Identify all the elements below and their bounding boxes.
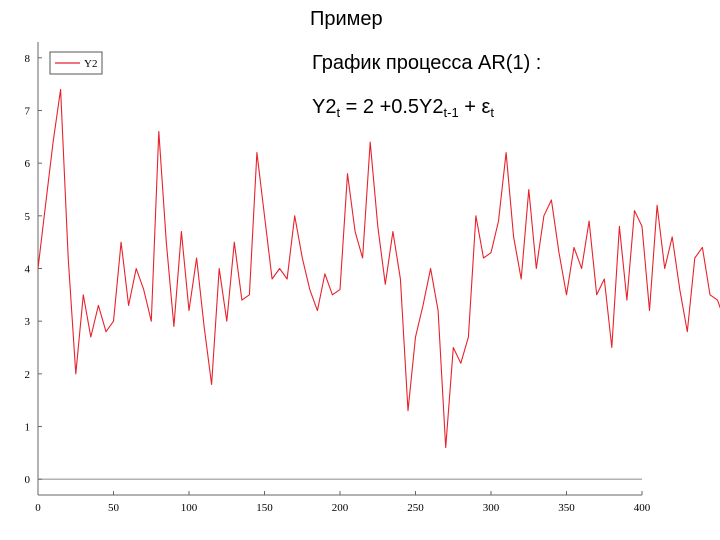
legend-label: Y2 <box>84 58 97 70</box>
y-tick-label: 7 <box>25 105 31 117</box>
x-tick-label: 0 <box>35 502 41 514</box>
y-tick-label: 3 <box>25 316 31 328</box>
x-tick-label: 350 <box>558 502 575 514</box>
formula-sub-3: t <box>490 105 495 120</box>
x-tick-label: 300 <box>483 502 500 514</box>
x-tick-label: 150 <box>256 502 273 514</box>
y-tick-label: 1 <box>25 422 31 434</box>
y-tick-label: 6 <box>25 158 31 170</box>
y-tick-label: 4 <box>25 264 31 276</box>
x-tick-label: 100 <box>181 502 198 514</box>
formula-part-2: = 2 +0.5Y2 <box>340 96 444 118</box>
x-tick-label: 400 <box>634 502 651 514</box>
x-tick-label: 250 <box>407 502 424 514</box>
formula-sub-2: t-1 <box>443 105 459 120</box>
formula-part-3: + ε <box>458 96 491 118</box>
series-line-y2 <box>37 88 720 449</box>
formula-sub-1: t <box>336 105 341 120</box>
chart-subtitle: График процесса AR(1) : <box>312 52 542 74</box>
y-tick-label: 5 <box>25 211 31 223</box>
y-tick-label: 0 <box>25 474 31 486</box>
x-tick-label: 200 <box>332 502 349 514</box>
slide-title: Пример <box>310 8 383 30</box>
ar1-formula: Y2t = 2 +0.5Y2t-1 + εt <box>312 96 494 120</box>
y-tick-label: 8 <box>25 53 31 65</box>
y-tick-label: 2 <box>25 369 31 381</box>
formula-part-1: Y2 <box>312 96 337 118</box>
x-tick-label: 50 <box>108 502 120 514</box>
